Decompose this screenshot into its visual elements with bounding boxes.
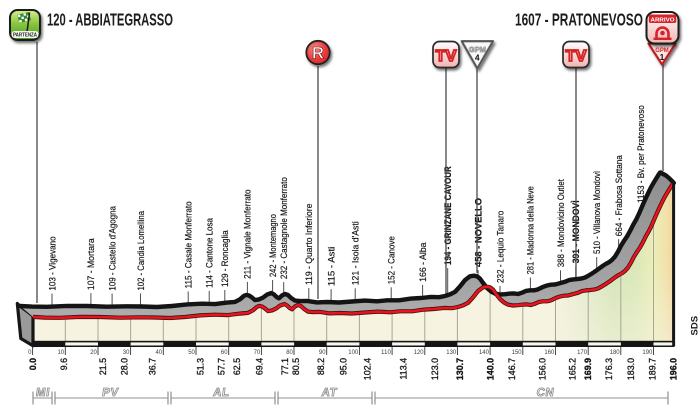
svg-text:388 - Mondovicino Outlet: 388 - Mondovicino Outlet (555, 179, 566, 268)
svg-text:121 - Isola d'Asti: 121 - Isola d'Asti (350, 221, 361, 285)
svg-text:50: 50 (188, 349, 195, 356)
svg-text:152 - Canove: 152 - Canove (386, 236, 397, 284)
svg-text:232 - Castagnole Monferrato: 232 - Castagnole Monferrato (278, 177, 289, 279)
svg-text:110: 110 (381, 349, 391, 356)
svg-text:AL: AL (212, 387, 230, 399)
svg-text:180: 180 (610, 349, 620, 356)
svg-text:0.0: 0.0 (28, 358, 38, 370)
svg-text:1153 - Bv. per Pratonevoso: 1153 - Bv. per Pratonevoso (635, 105, 646, 203)
svg-text:69.4: 69.4 (254, 358, 264, 375)
svg-text:130.7: 130.7 (455, 358, 465, 380)
svg-text:88.2: 88.2 (316, 358, 326, 375)
svg-text:R: R (312, 45, 324, 63)
svg-text:57.7: 57.7 (216, 358, 226, 375)
svg-text:156.0: 156.0 (537, 358, 547, 380)
svg-text:281 - Madonna della Neve: 281 - Madonna della Neve (525, 186, 536, 274)
svg-text:129 - Roncaglia: 129 - Roncaglia (219, 230, 230, 287)
svg-text:115 - Casale Monferrato: 115 - Casale Monferrato (183, 201, 194, 288)
svg-text:51.3: 51.3 (195, 358, 205, 375)
svg-text:70: 70 (254, 349, 261, 356)
svg-text:10: 10 (58, 349, 65, 356)
svg-text:40: 40 (156, 349, 163, 356)
svg-text:103 - Vigevano: 103 - Vigevano (46, 236, 57, 290)
svg-text:166 - Alba: 166 - Alba (417, 242, 428, 282)
svg-text:242 - Montemagno: 242 - Montemagno (267, 214, 278, 277)
svg-text:232 - Lequio Tanaro: 232 - Lequio Tanaro (494, 211, 505, 283)
svg-text:119 - Quarto Inferiore: 119 - Quarto Inferiore (303, 204, 314, 285)
svg-text:113.4: 113.4 (398, 358, 408, 379)
svg-text:102.4: 102.4 (362, 358, 372, 380)
svg-text:458 - NOVELLO: 458 - NOVELLO (472, 198, 483, 267)
svg-text:PARTENZA: PARTENZA (13, 33, 37, 39)
svg-text:77.1: 77.1 (280, 358, 290, 375)
svg-text:PV: PV (101, 387, 119, 399)
svg-text:130: 130 (446, 349, 456, 356)
svg-text:102 - Candia Lomellina: 102 - Candia Lomellina (135, 210, 146, 290)
svg-text:196.0: 196.0 (668, 358, 678, 380)
svg-text:211 - Vignale Monferrato: 211 - Vignale Monferrato (242, 189, 253, 279)
svg-text:95.0: 95.0 (338, 358, 348, 375)
svg-text:140: 140 (479, 349, 489, 356)
svg-text:107 - Mortara: 107 - Mortara (85, 238, 96, 291)
svg-text:AT: AT (321, 387, 338, 399)
svg-text:120 - ABBIATEGRASSO: 120 - ABBIATEGRASSO (47, 10, 173, 30)
svg-text:664 - Frabosa Sottana: 664 - Frabosa Sottana (613, 155, 624, 237)
svg-text:176.3: 176.3 (604, 358, 614, 380)
svg-text:28.0: 28.0 (119, 358, 129, 375)
svg-text:TV: TV (436, 48, 458, 65)
svg-text:123.0: 123.0 (430, 358, 440, 380)
svg-text:189.7: 189.7 (647, 358, 657, 380)
svg-text:20: 20 (90, 349, 97, 356)
svg-text:120: 120 (414, 349, 424, 356)
svg-text:ARRIVO: ARRIVO (651, 17, 676, 23)
svg-text:115 - Asti: 115 - Asti (325, 247, 336, 286)
svg-text:GPM: GPM (655, 47, 669, 54)
svg-text:GPM: GPM (469, 45, 486, 54)
svg-text:100: 100 (348, 349, 358, 356)
svg-text:146.7: 146.7 (507, 358, 517, 380)
svg-text:60: 60 (221, 349, 228, 356)
svg-text:194 - GRINZANE CAVOUR: 194 - GRINZANE CAVOUR (442, 166, 453, 265)
svg-text:169.9: 169.9 (583, 358, 593, 380)
svg-text:4: 4 (475, 53, 480, 63)
svg-text:1607 - PRATONEVOSO: 1607 - PRATONEVOSO (515, 10, 643, 30)
svg-text:170: 170 (577, 349, 587, 356)
svg-text:140.0: 140.0 (485, 358, 495, 380)
svg-text:CN: CN (536, 387, 555, 399)
svg-text:21.5: 21.5 (98, 358, 108, 375)
svg-text:0: 0 (28, 349, 31, 356)
svg-text:1: 1 (660, 53, 665, 62)
svg-text:510 - Villanova Mondovì: 510 - Villanova Mondovì (591, 171, 602, 254)
svg-text:90: 90 (319, 349, 326, 356)
svg-text:183.0: 183.0 (626, 358, 636, 380)
svg-text:80: 80 (286, 349, 293, 356)
svg-text:160: 160 (544, 349, 554, 356)
svg-text:9.6: 9.6 (59, 358, 69, 370)
svg-text:30: 30 (123, 349, 130, 356)
svg-text:150: 150 (512, 349, 522, 356)
svg-text:SDS: SDS (690, 316, 700, 336)
svg-text:190: 190 (642, 349, 652, 356)
svg-text:80.5: 80.5 (291, 358, 301, 375)
svg-text:TV: TV (566, 48, 588, 65)
svg-text:36.7: 36.7 (147, 358, 157, 375)
svg-text:165.2: 165.2 (567, 358, 577, 380)
svg-text:114 - Cantone Losa: 114 - Cantone Losa (204, 217, 215, 288)
svg-text:62.5: 62.5 (232, 358, 242, 375)
svg-text:MI: MI (35, 387, 51, 399)
svg-text:109 - Castello d'Agogna: 109 - Castello d'Agogna (106, 205, 117, 290)
